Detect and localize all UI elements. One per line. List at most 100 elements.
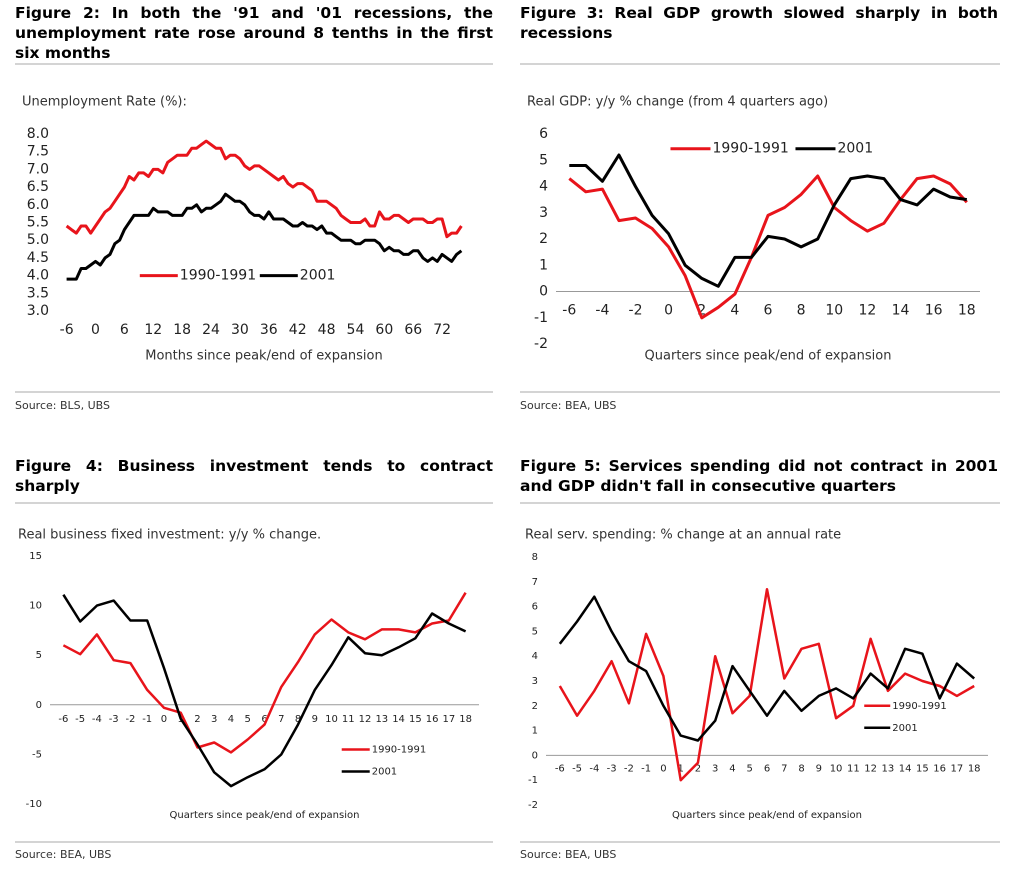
x-tick-label: 4	[228, 714, 234, 725]
y-tick-label: 7	[532, 577, 538, 588]
y-tick-label: 3.5	[27, 285, 49, 301]
x-tick-label: 15	[409, 714, 422, 725]
x-tick-label: -1	[142, 714, 152, 725]
y-tick-label: 4	[532, 651, 538, 662]
x-tick-label: 14	[899, 763, 912, 774]
x-tick-label: -5	[572, 763, 582, 774]
legend-label: 2001	[300, 268, 336, 284]
x-tick-label: 6	[764, 303, 773, 319]
x-tick-label: -3	[109, 714, 119, 725]
x-tick-label: -1	[641, 763, 651, 774]
y-tick-label: 5	[532, 626, 538, 637]
x-tick-label: 18	[968, 763, 981, 774]
figure-title: Figure 3: Real GDP growth slowed sharply…	[520, 4, 998, 42]
figure-title: Figure 4: Business investment tends to c…	[15, 457, 493, 495]
x-tick-label: -4	[589, 763, 599, 774]
legend-label: 1990-1991	[372, 744, 427, 755]
x-tick-label: 6	[120, 322, 129, 338]
y-tick-label: 6	[539, 126, 548, 142]
x-tick-label: 12	[864, 763, 877, 774]
series-line	[558, 587, 975, 782]
x-tick-label: 42	[289, 322, 307, 338]
legend-label: 1990-1991	[712, 141, 788, 157]
x-tick-label: 8	[295, 714, 301, 725]
x-tick-label: 1	[677, 763, 683, 774]
x-tick-label: -6	[60, 322, 74, 338]
source: Source: BEA, UBS	[15, 848, 111, 861]
y-tick-label: 0	[36, 700, 42, 711]
legend-label: 1990-1991	[180, 268, 256, 284]
x-tick-label: 2	[194, 714, 200, 725]
x-tick-label: 3	[211, 714, 217, 725]
y-tick-label: 1	[532, 726, 538, 737]
x-axis-label: Quarters since peak/end of expansion	[672, 810, 862, 821]
x-axis-label: Months since peak/end of expansion	[145, 349, 382, 364]
x-tick-label: 30	[231, 322, 249, 338]
chart-subtitle: Real business fixed investment: y/y % ch…	[18, 528, 321, 543]
y-tick-label: 4	[539, 179, 548, 195]
x-tick-label: 3	[712, 763, 718, 774]
chart-subtitle: Real serv. spending: % change at an annu…	[525, 528, 841, 543]
x-tick-label: 12	[858, 303, 876, 319]
x-tick-label: 4	[729, 763, 735, 774]
x-tick-label: -4	[92, 714, 102, 725]
y-tick-label: 8.0	[27, 126, 49, 142]
series-line	[569, 153, 968, 288]
x-tick-label: 7	[781, 763, 787, 774]
x-tick-label: 10	[825, 303, 843, 319]
x-tick-label: 0	[91, 322, 100, 338]
series-line	[66, 192, 463, 281]
y-tick-label: 2	[532, 701, 538, 712]
legend-label: 1990-1991	[892, 701, 947, 712]
x-tick-label: 18	[173, 322, 191, 338]
x-tick-label: 72	[433, 322, 451, 338]
y-tick-label: -10	[26, 799, 42, 810]
x-tick-label: -5	[75, 714, 85, 725]
x-tick-label: 17	[951, 763, 964, 774]
x-tick-label: 6	[764, 763, 770, 774]
source: Source: BEA, UBS	[520, 848, 616, 861]
x-tick-label: 2	[697, 303, 706, 319]
series-line	[558, 595, 976, 742]
y-tick-label: -5	[32, 749, 42, 760]
y-tick-label: 3	[539, 205, 548, 221]
x-tick-label: 36	[260, 322, 278, 338]
y-tick-label: 5.5	[27, 215, 49, 231]
source: Source: BLS, UBS	[15, 399, 110, 412]
y-tick-label: -2	[534, 336, 548, 352]
x-tick-label: 12	[144, 322, 162, 338]
series-line	[568, 174, 968, 320]
x-tick-label: 17	[442, 714, 455, 725]
y-tick-label: 5	[539, 152, 548, 168]
y-tick-label: 6.0	[27, 197, 49, 213]
y-tick-label: 7.0	[27, 161, 49, 177]
y-tick-label: 5.0	[27, 232, 49, 248]
y-tick-label: 6	[532, 602, 538, 613]
series-line	[62, 592, 467, 754]
figure-title: Figure 2: In both the '91 and '01 recess…	[15, 4, 493, 62]
x-tick-label: -4	[595, 303, 609, 319]
y-tick-label: 4.5	[27, 250, 49, 266]
x-tick-label: 15	[916, 763, 929, 774]
y-tick-label: 5	[36, 650, 42, 661]
x-tick-label: 14	[392, 714, 405, 725]
source: Source: BEA, UBS	[520, 399, 616, 412]
chart-subtitle: Real GDP: y/y % change (from 4 quarters …	[527, 95, 828, 110]
y-tick-label: 0	[539, 284, 548, 300]
series-line	[65, 139, 463, 239]
x-tick-label: 5	[245, 714, 251, 725]
x-tick-label: 0	[161, 714, 167, 725]
x-tick-label: 0	[660, 763, 666, 774]
x-tick-label: 66	[404, 322, 422, 338]
x-tick-label: 16	[925, 303, 943, 319]
y-tick-label: 1	[539, 257, 548, 273]
y-tick-label: -1	[528, 775, 538, 786]
x-tick-label: 7	[278, 714, 284, 725]
x-tick-label: -2	[624, 763, 634, 774]
y-tick-label: 8	[532, 552, 538, 563]
y-tick-label: 3.0	[27, 303, 49, 319]
legend-label: 2001	[372, 766, 397, 777]
chart-subtitle: Unemployment Rate (%):	[22, 95, 187, 110]
x-tick-label: 8	[797, 303, 806, 319]
